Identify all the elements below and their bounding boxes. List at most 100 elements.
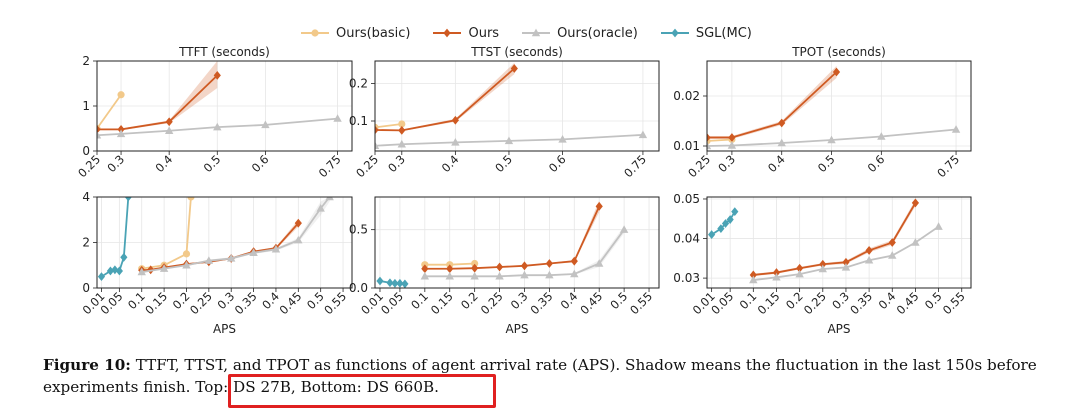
- x-tick-label: 0.55: [627, 289, 655, 317]
- legend-marker: [311, 29, 319, 37]
- data-point-ours-oracle: [261, 120, 270, 129]
- chart-title: TPOT (seconds): [791, 45, 886, 59]
- caption-text: TTFT, TTST, and TPOT as functions of age…: [43, 356, 1037, 396]
- plot-frame: [374, 60, 660, 152]
- legend-marker: [443, 28, 452, 38]
- data-point-ours-oracle: [333, 114, 342, 122]
- figure-caption: Figure 10: TTFT, TTST, and TPOT as funct…: [43, 354, 1053, 398]
- data-point-ours-oracle: [182, 260, 191, 269]
- x-tick-label: 0.4: [439, 152, 462, 175]
- y-tick-label: 0.02: [673, 89, 700, 103]
- x-tick-label: 0.4: [152, 152, 175, 175]
- data-point-ours-oracle: [204, 256, 214, 264]
- plot-frame: [96, 196, 353, 289]
- data-point-ours-oracle: [249, 248, 258, 256]
- data-point-ours: [213, 71, 221, 80]
- x-tick-label: 0.45: [577, 289, 605, 317]
- data-point-ours-oracle: [420, 271, 430, 280]
- x-tick-label: 0.75: [934, 152, 962, 180]
- data-point-ours-oracle: [294, 235, 303, 244]
- data-point-ours-oracle: [397, 139, 406, 148]
- data-point-ours-basic: [187, 197, 195, 201]
- data-point-ours-oracle: [504, 136, 514, 145]
- data-point-ours: [294, 218, 302, 228]
- x-tick-label: 0.5: [492, 152, 515, 175]
- data-point-ours-basic: [471, 259, 479, 268]
- x-tick-label: 0.15: [142, 289, 170, 317]
- data-point-ours-oracle: [877, 132, 886, 140]
- x-tick-label: 0.45: [276, 289, 304, 317]
- legend-marker: [531, 28, 541, 37]
- series-line-ours-oracle: [97, 117, 338, 137]
- x-axis-label: APS: [827, 322, 850, 336]
- data-point-ours: [842, 257, 850, 267]
- x-tick-label: 0.05: [708, 289, 736, 317]
- shadow-band-ours: [753, 199, 916, 277]
- data-point-ours: [446, 264, 454, 274]
- data-point-ours-oracle: [470, 271, 479, 280]
- y-tick-label: 0.5: [349, 223, 368, 237]
- data-point-sgl-mc: [721, 219, 730, 228]
- y-tick-label: 2: [82, 236, 90, 250]
- y-tick-label: 4: [82, 190, 90, 204]
- data-point-sgl-mc: [124, 197, 132, 202]
- y-tick-label: 0.04: [673, 232, 700, 246]
- x-tick-label: 0.25: [478, 289, 506, 317]
- x-tick-label: 0.1: [408, 289, 431, 312]
- data-point-ours: [728, 133, 736, 142]
- y-tick-label: 1: [82, 99, 90, 113]
- legend-swatch: [522, 28, 551, 37]
- data-point-sgl-mc: [106, 266, 115, 276]
- data-point-ours: [398, 125, 406, 135]
- series-line-ours-oracle: [707, 128, 957, 147]
- legend-item-sgl-mc: SGL(MC): [660, 26, 752, 41]
- data-point-sgl-mc: [115, 266, 123, 276]
- data-point-sgl-mc: [731, 207, 739, 217]
- series-line-ours: [707, 71, 838, 139]
- plot-frame: [706, 196, 972, 289]
- x-tick-label: 0.35: [232, 289, 260, 317]
- data-point-ours-oracle: [841, 263, 851, 271]
- x-tick-label: 0.45: [894, 289, 922, 317]
- x-tick-label: 0.5: [607, 289, 630, 312]
- data-point-sgl-mc: [97, 272, 106, 282]
- data-point-ours-basic: [398, 120, 406, 128]
- series-line-ours-basic: [97, 94, 122, 130]
- x-tick-label: 0.15: [428, 289, 456, 317]
- legend-item-ours-oracle: Ours(oracle): [521, 26, 638, 41]
- data-point-ours: [510, 64, 518, 73]
- legend-swatch: [433, 28, 462, 38]
- data-point-ours: [495, 262, 504, 272]
- series-line-ours-oracle: [141, 197, 331, 273]
- legend-swatch: [660, 28, 689, 38]
- series-line-ours: [97, 74, 218, 131]
- y-tick-label: 0.1: [349, 114, 368, 128]
- series-line-ours-basic: [707, 138, 732, 142]
- data-point-ours-oracle: [707, 141, 712, 150]
- y-tick-label: 2: [82, 54, 90, 68]
- data-point-ours-oracle: [818, 264, 827, 273]
- x-tick-label: 0.5: [815, 152, 838, 175]
- data-point-ours-oracle: [777, 138, 786, 147]
- data-point-ours-oracle: [137, 267, 146, 276]
- x-tick-label: 0.75: [316, 152, 344, 180]
- shadow-band-ours: [97, 61, 218, 131]
- data-point-ours: [570, 256, 578, 266]
- x-tick-label: 0.25: [187, 289, 215, 317]
- data-point-ours-oracle: [520, 270, 529, 279]
- data-point-ours: [707, 133, 711, 142]
- legend-label: Ours(basic): [336, 25, 411, 41]
- data-point-ours: [911, 198, 920, 208]
- series-line-ours: [375, 67, 515, 132]
- data-point-ours-oracle: [316, 203, 325, 212]
- legend-label: Ours(oracle): [557, 25, 638, 41]
- data-point-ours: [772, 268, 781, 277]
- data-point-ours-oracle: [864, 255, 874, 264]
- data-point-sgl-mc: [120, 252, 128, 262]
- data-point-ours-oracle: [619, 225, 629, 233]
- series-line-ours: [753, 202, 917, 276]
- data-point-ours-oracle: [638, 130, 648, 139]
- data-point-ours-oracle: [159, 264, 169, 272]
- x-tick-label: 0.3: [715, 152, 738, 175]
